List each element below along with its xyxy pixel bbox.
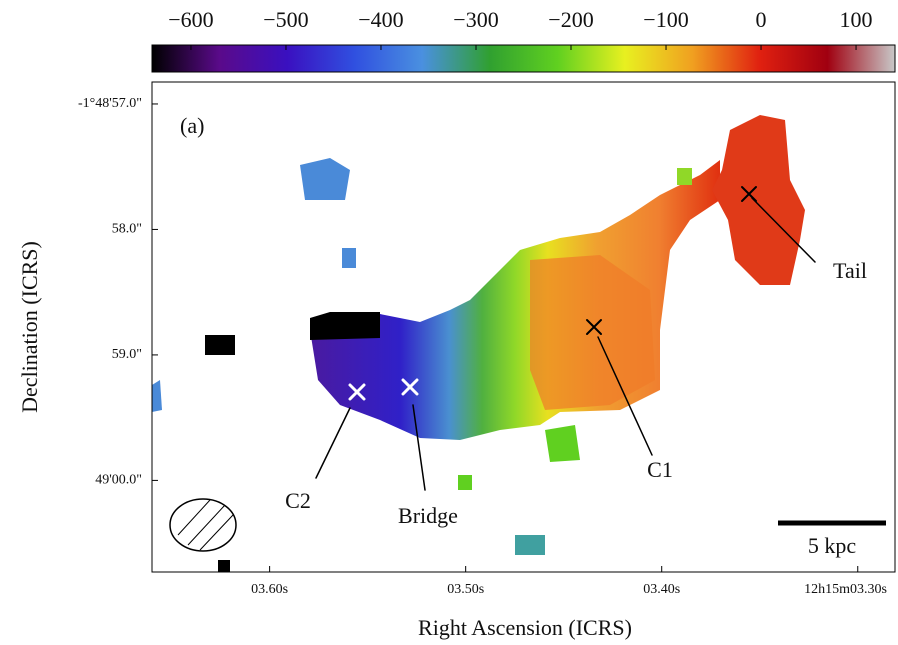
blob <box>152 380 162 412</box>
blob <box>300 158 350 200</box>
annotation: C1 <box>647 457 673 482</box>
colorbar-tick-label: 0 <box>756 7 767 32</box>
annotation: C2 <box>285 488 311 513</box>
colorbar-tick-label: −100 <box>643 7 688 32</box>
y-tick-label: 58.0" <box>112 222 142 237</box>
tail-region <box>712 115 805 285</box>
galaxy-body <box>310 160 720 440</box>
y-tick-label: 59.0" <box>112 347 142 362</box>
beam-hatch <box>178 500 233 550</box>
colorbar-tick-label: −500 <box>263 7 308 32</box>
page: (a) Right Ascension (ICRS) Declination (… <box>0 0 898 645</box>
x-tick-label: 03.40s <box>643 582 680 597</box>
blob <box>545 425 580 462</box>
x-tick-label: 12h15m03.30s <box>804 582 887 597</box>
blob <box>458 475 472 490</box>
scale-label: 5 kpc <box>808 533 857 558</box>
colorbar-tick-label: −600 <box>168 7 213 32</box>
annotation: Bridge <box>398 503 458 528</box>
colorbar-tick-label: −300 <box>453 7 498 32</box>
x-tick-label: 03.60s <box>251 582 288 597</box>
y-tick-label: -1°48'57.0" <box>78 96 142 111</box>
y-axis-label: Declination (ICRS) <box>17 241 42 413</box>
blob <box>310 312 380 340</box>
blob <box>342 248 356 268</box>
blob <box>515 535 545 555</box>
blob <box>677 168 692 185</box>
y-tick-label: 49'00.0" <box>95 473 142 488</box>
x-tick-label: 03.50s <box>447 582 484 597</box>
annotation: Tail <box>833 258 867 283</box>
colorbar <box>152 45 895 72</box>
blob <box>205 335 235 355</box>
blob <box>218 560 230 572</box>
x-axis-label: Right Ascension (ICRS) <box>418 615 632 640</box>
velocity-map <box>152 115 805 572</box>
colorbar-tick-label: 100 <box>840 7 873 32</box>
panel-label: (a) <box>180 113 204 138</box>
beam <box>170 499 236 551</box>
colorbar-tick-label: −400 <box>358 7 403 32</box>
colorbar-tick-label: −200 <box>548 7 593 32</box>
figure: (a) Right Ascension (ICRS) Declination (… <box>0 0 898 645</box>
